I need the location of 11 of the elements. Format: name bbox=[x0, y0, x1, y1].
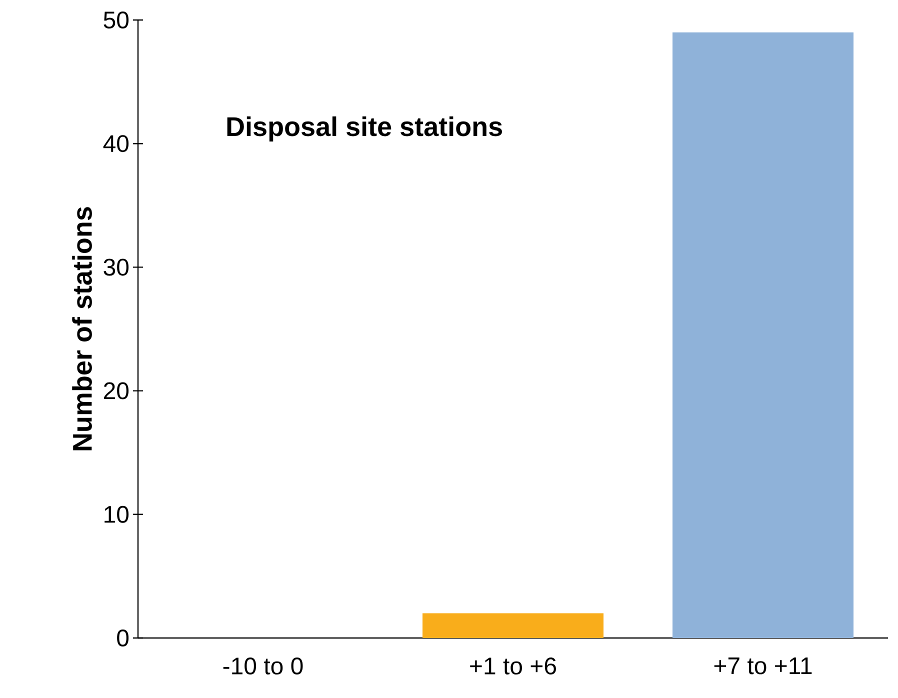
x-tick-label: +1 to +6 bbox=[470, 658, 556, 675]
x-tick-label: +7 to +11 bbox=[714, 658, 812, 674]
y-tick-label: 40 bbox=[103, 135, 129, 152]
text: Disposal site stations bbox=[227, 116, 502, 142]
x-tick-label: -10 to 0 bbox=[223, 658, 303, 675]
y-axis-title: Number of stations bbox=[72, 207, 92, 450]
y-tick-label: 0 bbox=[117, 629, 129, 646]
y-tick-label: 10 bbox=[104, 506, 129, 523]
y-tick-label: 50 bbox=[104, 11, 129, 28]
y-tick-label: 20 bbox=[104, 382, 129, 400]
y-tick-label: 30 bbox=[104, 258, 129, 276]
